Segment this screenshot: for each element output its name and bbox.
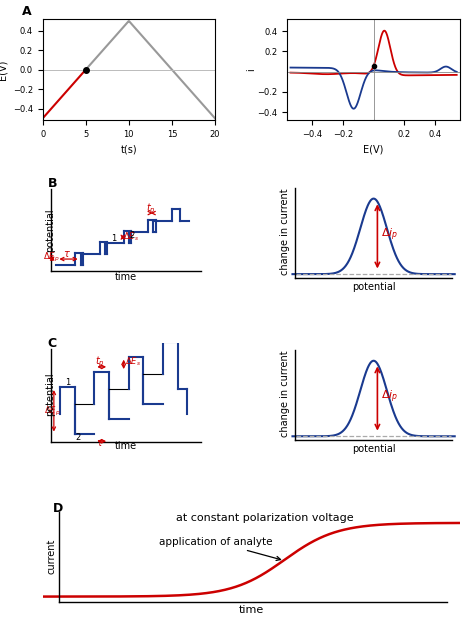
Text: $\Delta E_p$: $\Delta E_p$ [44,405,60,418]
Text: time: time [114,272,137,282]
Text: $\Delta i_p$: $\Delta i_p$ [381,389,399,405]
X-axis label: t(s): t(s) [120,145,137,155]
Text: A: A [22,5,32,18]
Text: $\tau$: $\tau$ [96,438,104,447]
Text: potential: potential [352,282,395,292]
Text: $t_p$: $t_p$ [95,355,105,370]
X-axis label: E(V): E(V) [364,145,384,155]
Text: change in current: change in current [280,351,290,437]
Text: $\tau$: $\tau$ [63,249,71,258]
Y-axis label: i: i [246,68,256,71]
Text: at constant polarization voltage: at constant polarization voltage [176,513,354,523]
Text: application of analyte: application of analyte [159,537,281,561]
Y-axis label: E(V): E(V) [0,59,7,80]
Text: 2: 2 [130,231,135,240]
Text: change in current: change in current [280,188,290,275]
Text: 1: 1 [65,379,70,387]
Text: 2: 2 [75,433,81,442]
Text: $\Delta E_s$: $\Delta E_s$ [123,231,139,243]
Text: 1: 1 [111,234,117,243]
Text: D: D [53,502,64,515]
Text: potential: potential [45,209,55,252]
Text: potential: potential [45,372,55,416]
Text: $t_p$: $t_p$ [146,201,156,216]
Text: $\Delta E_s$: $\Delta E_s$ [125,355,140,368]
Text: B: B [48,176,57,190]
Text: current: current [47,538,57,574]
Text: time: time [238,605,264,615]
Text: $\Delta E_p$: $\Delta E_p$ [43,252,59,264]
Text: C: C [48,337,57,350]
Text: time: time [114,441,137,451]
Text: $\Delta i_p$: $\Delta i_p$ [381,227,399,243]
Text: potential: potential [352,444,395,454]
